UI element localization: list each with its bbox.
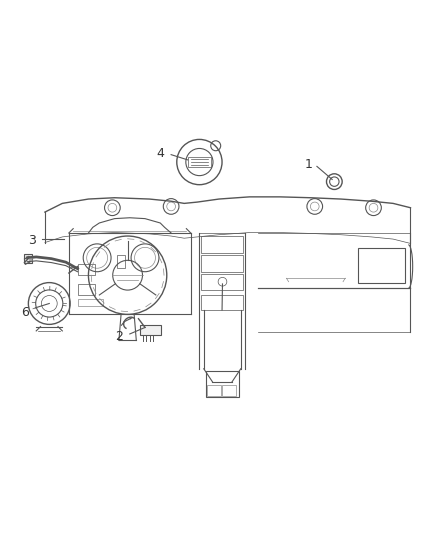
Text: 6: 6 bbox=[21, 306, 29, 319]
Bar bbox=[140, 325, 161, 335]
Bar bbox=[206, 371, 239, 397]
Bar bbox=[222, 385, 236, 396]
Bar bbox=[78, 299, 103, 305]
Bar bbox=[201, 274, 244, 290]
Bar bbox=[25, 254, 32, 263]
Bar bbox=[78, 264, 95, 275]
Bar bbox=[201, 236, 244, 254]
Text: 2: 2 bbox=[115, 329, 123, 343]
Text: 4: 4 bbox=[156, 147, 164, 160]
Bar bbox=[201, 295, 244, 310]
Bar bbox=[78, 284, 95, 295]
Bar bbox=[358, 248, 405, 283]
Text: 1: 1 bbox=[304, 158, 312, 171]
Bar bbox=[117, 255, 125, 268]
Text: 3: 3 bbox=[28, 234, 36, 247]
Bar bbox=[201, 255, 244, 272]
Bar bbox=[188, 157, 211, 167]
Bar bbox=[207, 385, 221, 396]
